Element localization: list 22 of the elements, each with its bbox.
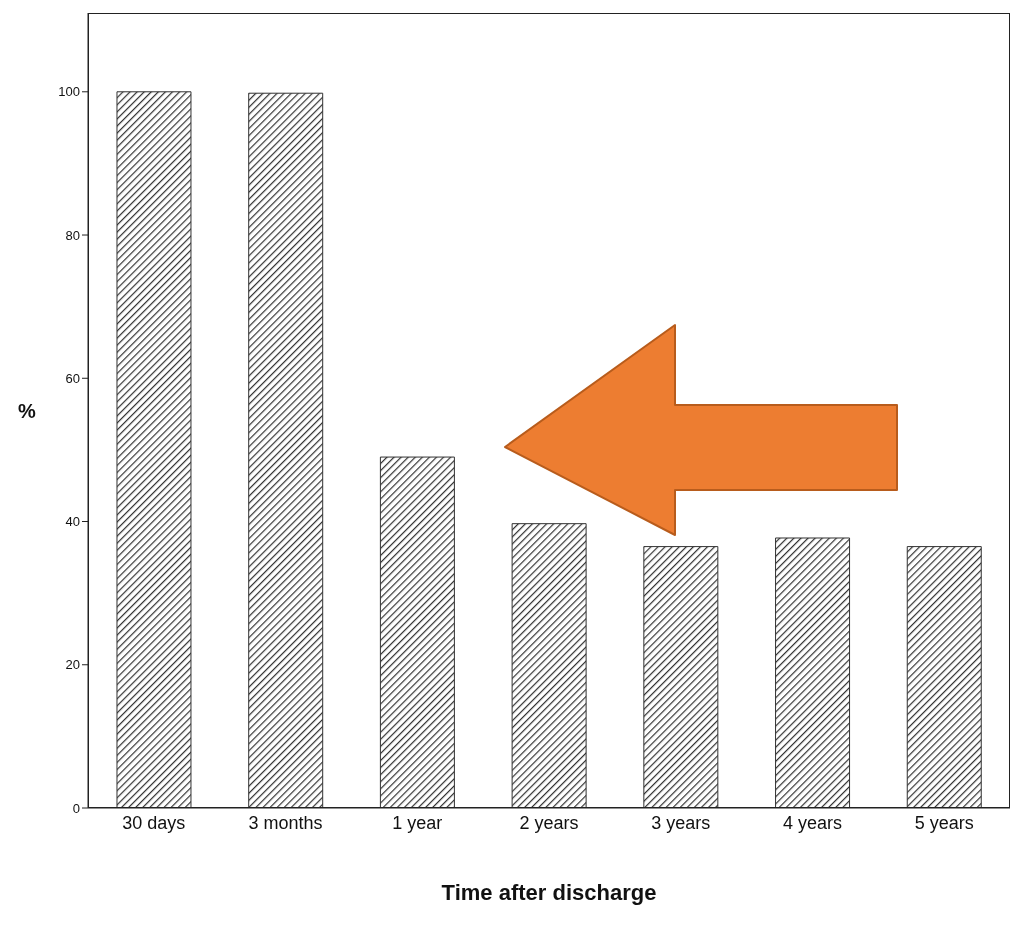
bar bbox=[248, 92, 324, 808]
bar bbox=[511, 523, 587, 808]
y-tick-label: 100 bbox=[58, 84, 80, 100]
x-tick-label: 5 years bbox=[914, 812, 974, 833]
bar bbox=[906, 546, 982, 808]
y-tick-label: 40 bbox=[65, 514, 80, 530]
x-tick-label: 4 years bbox=[782, 812, 842, 833]
bar bbox=[775, 537, 851, 808]
x-tick-label: 3 years bbox=[651, 812, 711, 833]
bar bbox=[379, 456, 455, 808]
x-axis-title: Time after discharge bbox=[441, 880, 657, 905]
y-tick-label: 60 bbox=[65, 370, 80, 386]
x-tick-label: 1 year bbox=[392, 812, 443, 833]
y-tick-label: 20 bbox=[65, 657, 80, 673]
x-tick-label: 3 months bbox=[248, 812, 323, 833]
y-tick-label: 0 bbox=[72, 800, 80, 816]
bar bbox=[116, 91, 192, 808]
bar bbox=[643, 546, 719, 808]
x-tick-label: 2 years bbox=[519, 812, 579, 833]
y-tick-label: 80 bbox=[65, 227, 80, 243]
x-tick-label: 30 days bbox=[122, 812, 186, 833]
y-axis-title: % bbox=[18, 399, 36, 422]
